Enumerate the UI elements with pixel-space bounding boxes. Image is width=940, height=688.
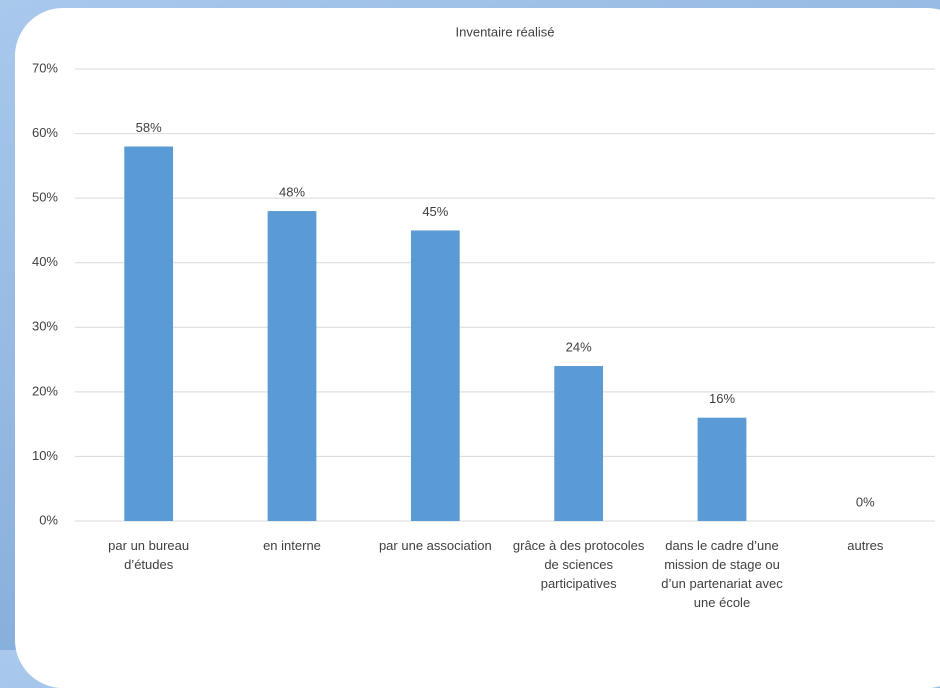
data-label: 48% [279, 184, 305, 199]
x-tick-label: par un bureau d’études [108, 538, 190, 572]
x-tick-label: par une association [378, 538, 492, 553]
y-tick-label: 50% [32, 190, 58, 205]
bar [124, 146, 174, 521]
x-tick-label: grâce à des protocoles de sciences parti… [512, 538, 645, 591]
chart-title: Inventaire réalisé [456, 24, 555, 39]
bar [697, 417, 747, 521]
y-tick-label: 60% [32, 125, 58, 140]
bar [554, 366, 604, 521]
bar [410, 230, 460, 521]
y-tick-label: 0% [39, 512, 58, 527]
data-label: 24% [566, 339, 592, 354]
x-tick-label: en interne [263, 538, 321, 553]
y-tick-label: 70% [32, 60, 58, 75]
y-tick-label: 10% [32, 448, 58, 463]
y-tick-label: 20% [32, 383, 58, 398]
data-label: 45% [422, 204, 448, 219]
data-label: 0% [856, 494, 875, 509]
bar [267, 211, 317, 522]
data-label: 16% [709, 391, 735, 406]
x-tick-label: autres [847, 538, 884, 553]
chart: Inventaire réalisé 0% 10% 20% 30% 40% 50% 60% 7… [32, 24, 935, 527]
y-tick-label: 40% [32, 254, 58, 269]
page: Inventaire réalisé 0% 10% 20% 30% 40% 50% 60% 7… [0, 0, 940, 650]
x-tick-label: dans le cadre d’une mission de stage ou … [661, 538, 783, 610]
data-label: 58% [136, 120, 162, 135]
y-tick-label: 30% [32, 319, 58, 334]
